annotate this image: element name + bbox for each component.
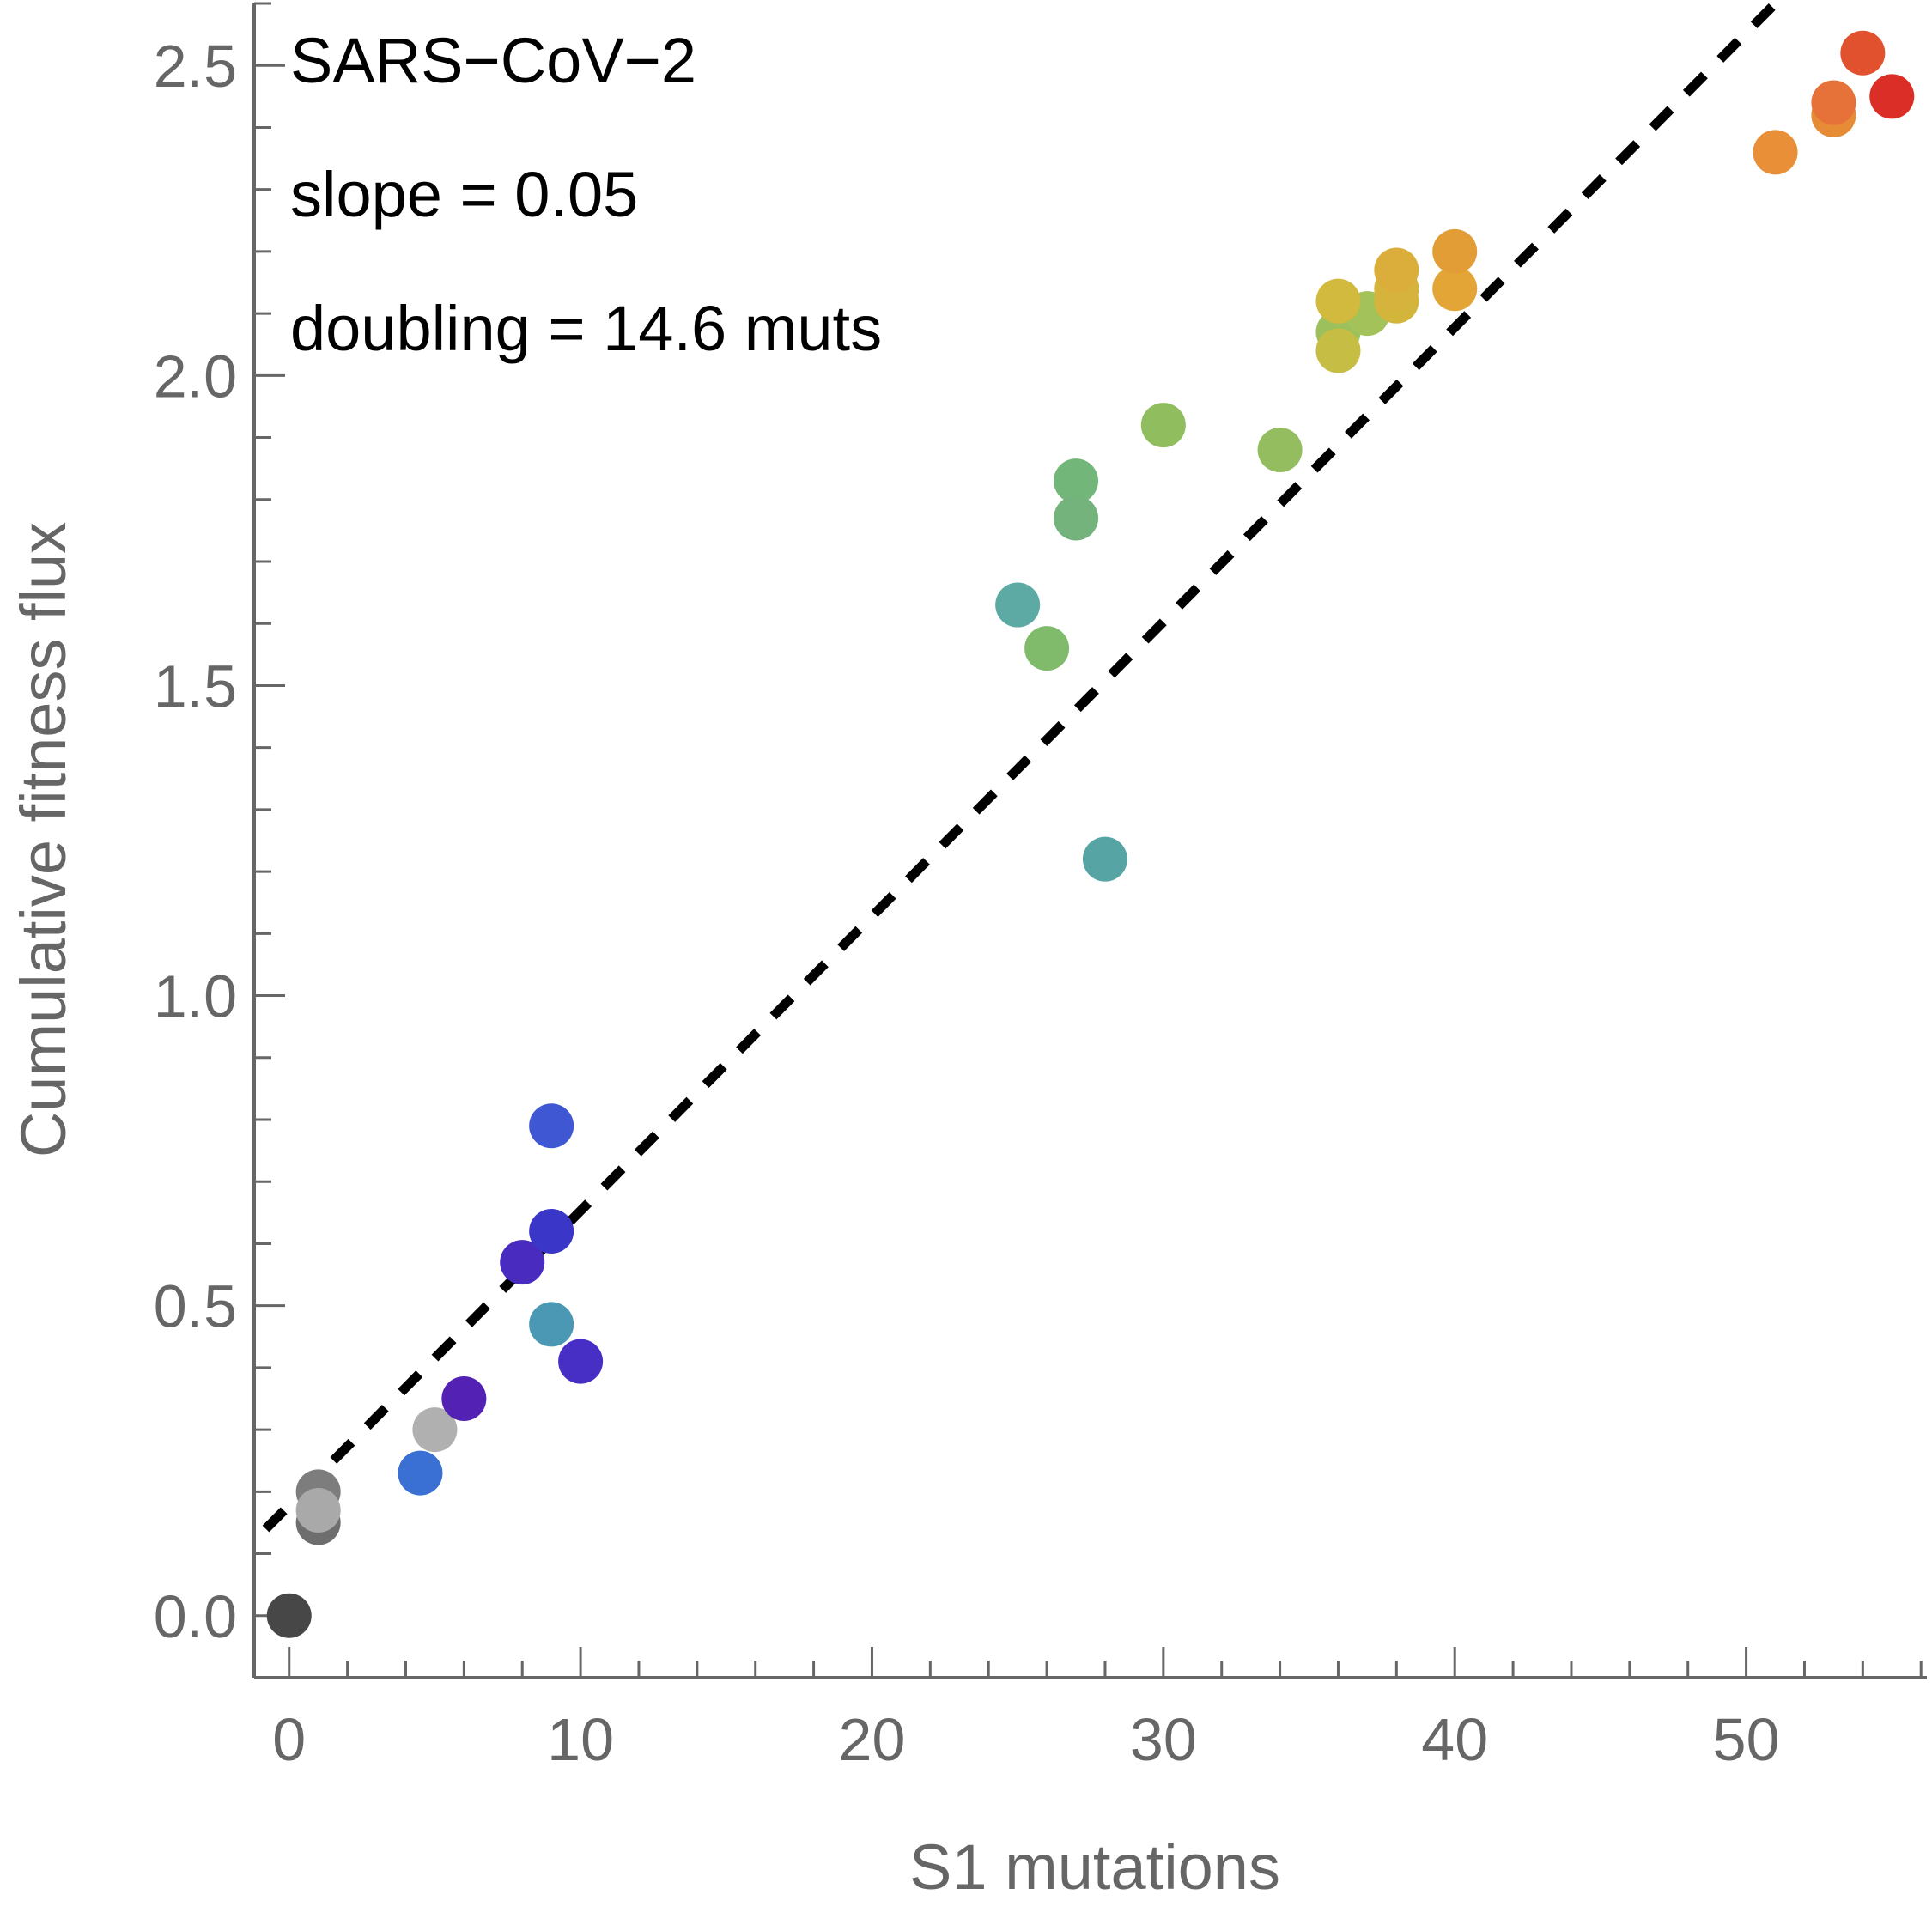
data-point: [529, 1209, 574, 1254]
annotation-slope: slope = 0.05: [290, 159, 638, 230]
annotation-doubling: doubling = 14.6 muts: [290, 293, 882, 364]
data-point: [558, 1339, 604, 1384]
y-tick-label: 2.0: [154, 343, 237, 410]
axes: 0 10 20 30 40 50 0.0 0.5 1.0 1.5 2.0 2.5: [154, 2, 1927, 1773]
data-point: [412, 1407, 458, 1453]
data-point: [398, 1450, 443, 1496]
x-tick-label: 50: [1713, 1706, 1780, 1773]
data-point: [1082, 836, 1127, 882]
x-axis-title: S1 mutations: [909, 1831, 1280, 1903]
data-point: [529, 1302, 574, 1347]
data-point: [295, 1488, 341, 1533]
fit-line: [262, 0, 1779, 1533]
annotations: SARS−CoV−2 slope = 0.05 doubling = 14.6 …: [290, 25, 882, 364]
data-point: [1024, 626, 1070, 671]
x-tick-label: 40: [1421, 1706, 1488, 1773]
data-point: [529, 1103, 574, 1149]
data-point: [1753, 130, 1798, 175]
data-point: [500, 1240, 545, 1285]
y-tick-label: 1.5: [154, 653, 237, 720]
data-point: [1432, 228, 1478, 274]
data-point: [441, 1376, 487, 1421]
data-point: [1374, 247, 1419, 293]
y-tick-label: 1.0: [154, 963, 237, 1030]
y-axis-title: Cumulative fitness flux: [8, 522, 79, 1157]
data-point: [1257, 428, 1303, 472]
x-tick-label: 10: [547, 1706, 614, 1773]
data-point: [1054, 495, 1099, 541]
data-points: [266, 30, 1915, 1638]
data-point: [1840, 30, 1886, 76]
data-point: [1315, 278, 1361, 324]
data-point: [1432, 266, 1478, 312]
y-tick-label: 2.5: [154, 33, 237, 100]
x-tick-label: 30: [1130, 1706, 1197, 1773]
annotation-virus: SARS−CoV−2: [290, 25, 696, 96]
data-point: [995, 582, 1041, 628]
x-tick-label: 0: [272, 1706, 306, 1773]
fit-line-group: [262, 0, 1779, 1533]
data-point: [1315, 328, 1361, 373]
data-point: [1140, 403, 1186, 448]
data-point: [1054, 458, 1099, 504]
x-tick-label: 20: [839, 1706, 906, 1773]
data-point: [1811, 80, 1856, 125]
y-tick-label: 0.5: [154, 1273, 237, 1340]
data-point: [1869, 74, 1915, 119]
data-point: [266, 1593, 312, 1638]
y-tick-label: 0.0: [154, 1583, 237, 1650]
